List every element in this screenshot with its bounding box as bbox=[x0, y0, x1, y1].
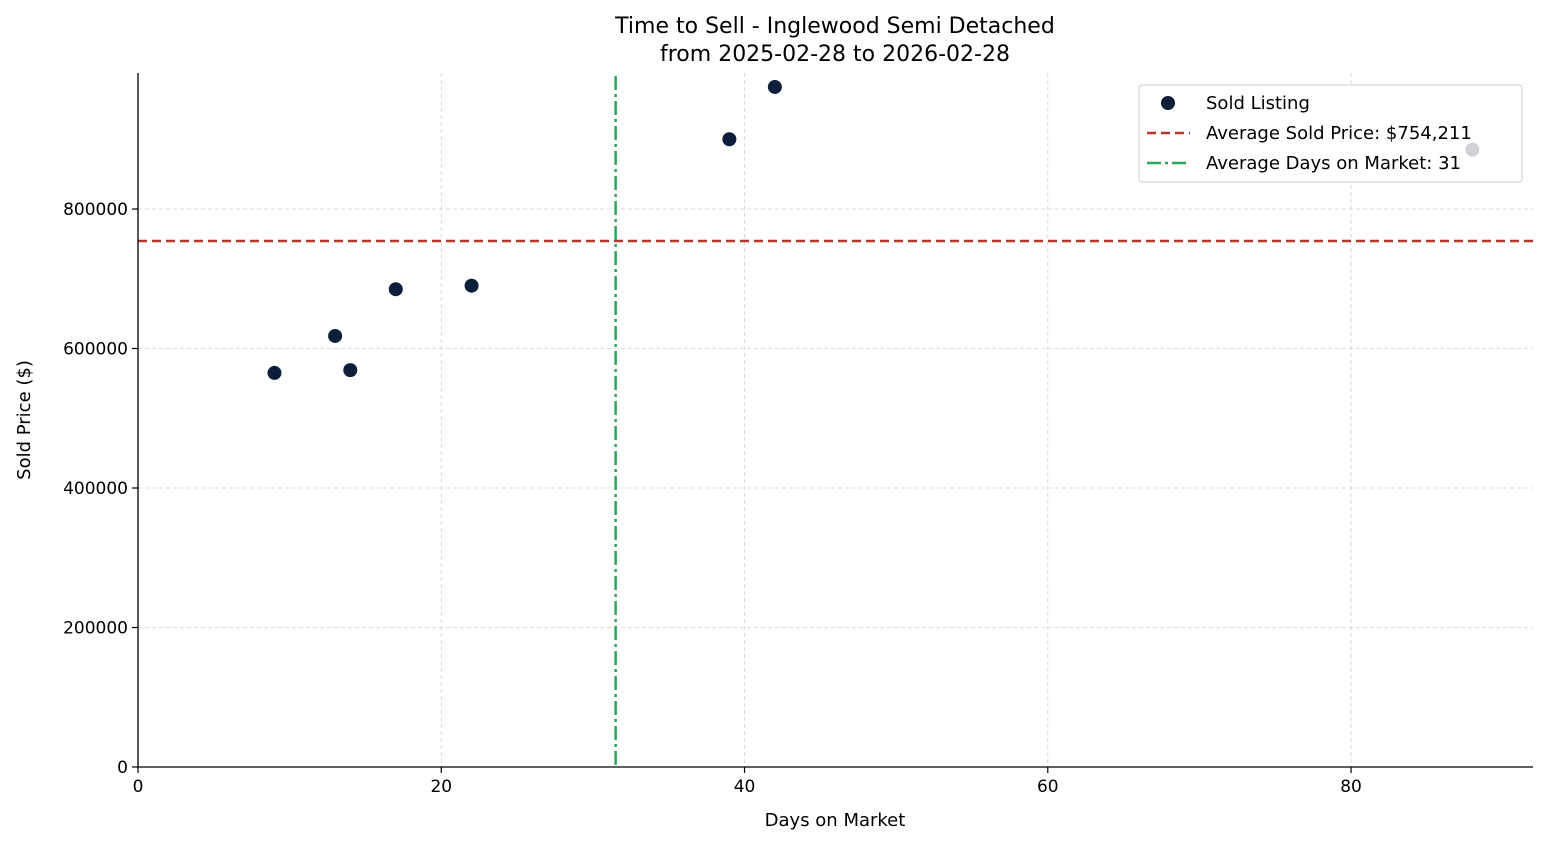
data-points bbox=[267, 79, 1480, 380]
y-tick-label-0: 0 bbox=[117, 758, 128, 778]
y-tick-label-2: 400000 bbox=[63, 479, 128, 499]
y-tick-label-4: 800000 bbox=[63, 200, 128, 220]
y-axis-label: Sold Price ($) bbox=[14, 360, 35, 480]
chart-title: Time to Sell - Inglewood Semi Detached bbox=[614, 14, 1055, 39]
axes: 0 20 40 60 80 0 200000 400000 600000 800000 bbox=[63, 73, 1533, 797]
x-tick-label-1: 20 bbox=[430, 777, 452, 797]
data-point-3 bbox=[388, 282, 403, 297]
legend-label-sold-listing: Sold Listing bbox=[1206, 93, 1310, 114]
data-point-6 bbox=[767, 79, 782, 94]
x-tick-label-2: 40 bbox=[734, 777, 756, 797]
data-point-2 bbox=[343, 363, 358, 378]
legend-label-avg-price: Average Sold Price: $754,211 bbox=[1206, 123, 1472, 144]
x-tick-label-0: 0 bbox=[133, 777, 144, 797]
reference-lines bbox=[138, 76, 1533, 767]
legend-label-avg-days: Average Days on Market: 31 bbox=[1206, 153, 1461, 174]
data-point-4 bbox=[464, 278, 479, 293]
legend-frame bbox=[1138, 84, 1523, 183]
x-tick-label-4: 80 bbox=[1340, 777, 1362, 797]
legend-marker-sold-listing bbox=[1161, 96, 1175, 110]
y-tick-label-3: 600000 bbox=[63, 340, 128, 360]
legend: Sold Listing Average Sold Price: $754,21… bbox=[1138, 84, 1523, 183]
grid-layer bbox=[138, 73, 1533, 767]
data-point-5 bbox=[722, 132, 737, 147]
x-tick-label-3: 60 bbox=[1037, 777, 1059, 797]
chart-subtitle: from 2025-02-28 to 2026-02-28 bbox=[660, 42, 1010, 67]
x-axis-label: Days on Market bbox=[765, 810, 906, 831]
data-point-0 bbox=[267, 365, 282, 380]
y-tick-label-1: 200000 bbox=[63, 619, 128, 639]
data-point-1 bbox=[328, 328, 343, 343]
